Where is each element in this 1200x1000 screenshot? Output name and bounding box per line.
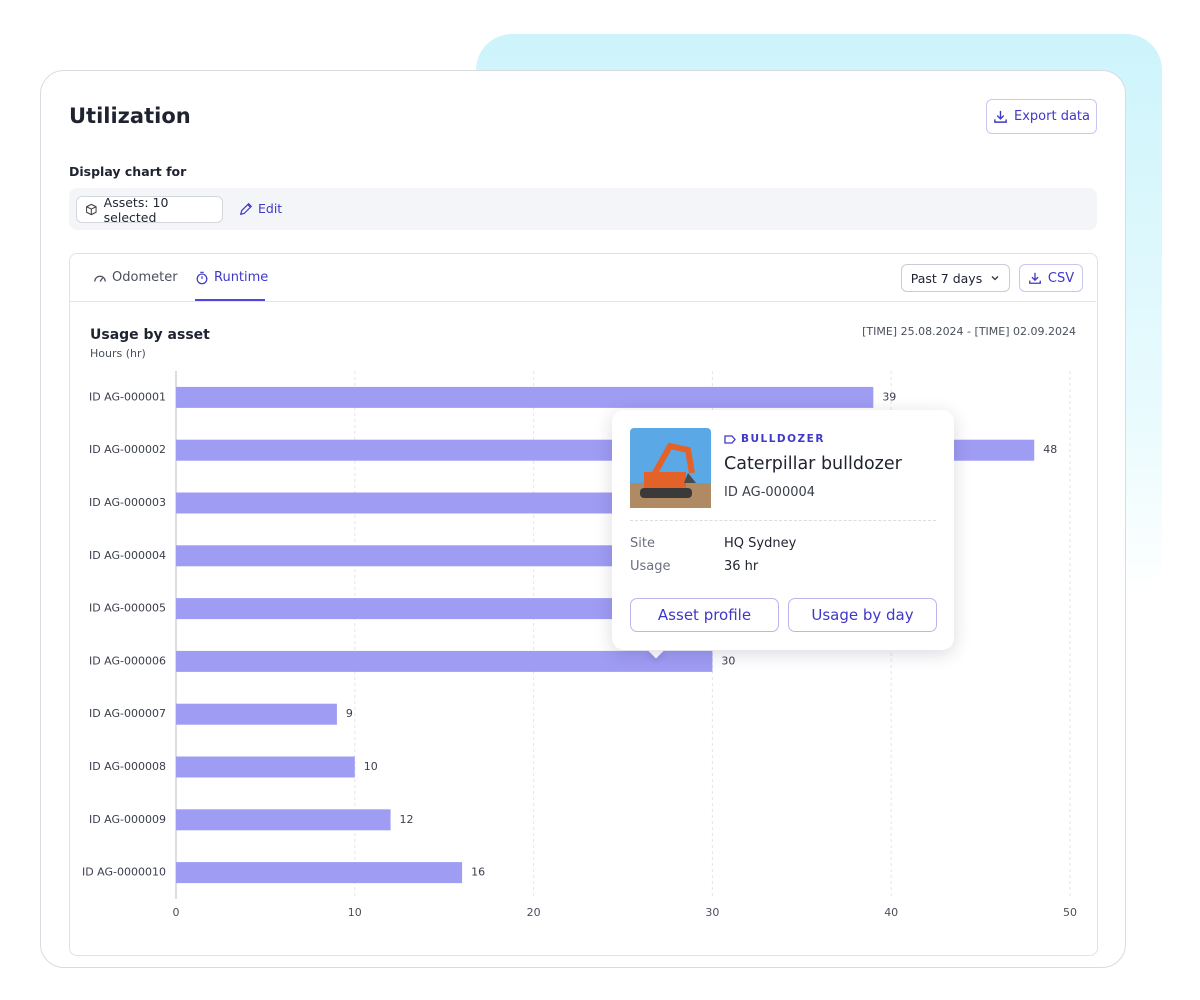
value-label: 48 <box>1043 443 1057 456</box>
asset-tag-label: BULLDOZER <box>741 433 825 445</box>
bar <box>176 386 874 408</box>
tag-icon <box>724 434 736 444</box>
assets-chip[interactable]: Assets: 10 selected <box>76 194 223 225</box>
value-label: 9 <box>346 707 353 720</box>
export-label: Export data <box>1014 109 1090 124</box>
row-value: 36 hr <box>724 559 759 574</box>
edit-label: Edit <box>258 201 283 216</box>
value-label: 10 <box>364 760 378 773</box>
filter-label: Display chart for <box>69 164 187 179</box>
y-tick-label: ID AG-000007 <box>89 707 166 720</box>
chevron-icon <box>991 276 999 281</box>
export-button[interactable]: Export data <box>986 99 1097 134</box>
tab-divider <box>70 301 1096 302</box>
tab-label: Odometer <box>112 270 178 285</box>
value-label: 39 <box>882 390 896 403</box>
active-tab-indicator <box>195 299 265 301</box>
cube-icon <box>86 203 97 216</box>
tab[interactable]: Runtime <box>195 270 268 285</box>
y-tick-label: ID AG-000004 <box>89 549 166 562</box>
date-range: [TIME] 25.08.2024 - [TIME] 02.09.2024 <box>862 325 1076 338</box>
asset-tag: BULLDOZER <box>724 433 825 445</box>
y-tick-label: ID AG-000006 <box>89 654 166 667</box>
bar <box>176 862 463 884</box>
y-tick-label: ID AG-000008 <box>89 760 166 773</box>
chart-panel <box>69 253 1098 956</box>
chart-title: Usage by asset <box>90 327 210 343</box>
bar <box>176 756 355 778</box>
period-select[interactable]: Past 7 days <box>901 264 1010 292</box>
x-tick-label: 0 <box>173 906 180 919</box>
x-tick-label: 20 <box>527 906 541 919</box>
page-title: Utilization <box>69 104 191 128</box>
usage-by-day-button[interactable]: Usage by day <box>788 598 937 632</box>
chart-subtitle: Hours (hr) <box>90 347 146 360</box>
bar <box>176 703 337 725</box>
tooltip-divider <box>630 520 936 521</box>
row-label: Usage <box>630 559 671 574</box>
y-tick-label: ID AG-000009 <box>89 813 166 826</box>
y-tick-label: ID AG-000002 <box>89 443 166 456</box>
value-label: 30 <box>721 654 735 667</box>
y-tick-label: ID AG-000001 <box>89 390 166 403</box>
download-icon <box>994 110 1007 123</box>
x-tick-label: 30 <box>705 906 719 919</box>
edit-button[interactable]: Edit <box>239 201 282 216</box>
asset-profile-button[interactable]: Asset profile <box>630 598 779 632</box>
y-tick-label: ID AG-000003 <box>89 496 166 509</box>
asset-photo <box>630 428 711 508</box>
asset-title: Caterpillar bulldozer <box>724 454 902 474</box>
bar <box>176 598 677 620</box>
row-value: HQ Sydney <box>724 536 797 551</box>
gauge-icon <box>94 275 106 282</box>
asset-id: ID AG-000004 <box>724 485 816 500</box>
bar <box>176 650 713 672</box>
x-tick-label: 10 <box>348 906 362 919</box>
value-label: 16 <box>471 866 485 879</box>
timer-icon <box>196 271 208 284</box>
csv-button[interactable]: CSV <box>1019 264 1083 292</box>
y-tick-label: ID AG-0000010 <box>82 866 166 879</box>
assets-chip-label: Assets: 10 selected <box>103 194 169 225</box>
period-label: Past 7 days <box>910 270 983 286</box>
tab-label: Runtime <box>214 270 269 285</box>
y-tick-label: ID AG-000005 <box>89 602 166 615</box>
tab[interactable]: Odometer <box>93 270 178 285</box>
x-tick-label: 40 <box>884 906 898 919</box>
pencil-icon <box>239 202 253 215</box>
bar <box>176 809 391 831</box>
row-label: Site <box>630 536 655 551</box>
download-icon <box>1028 272 1041 284</box>
filter-bar <box>69 188 1097 230</box>
value-label: 12 <box>400 813 414 826</box>
csv-label: CSV <box>1047 270 1075 286</box>
x-tick-label: 50 <box>1063 906 1077 919</box>
